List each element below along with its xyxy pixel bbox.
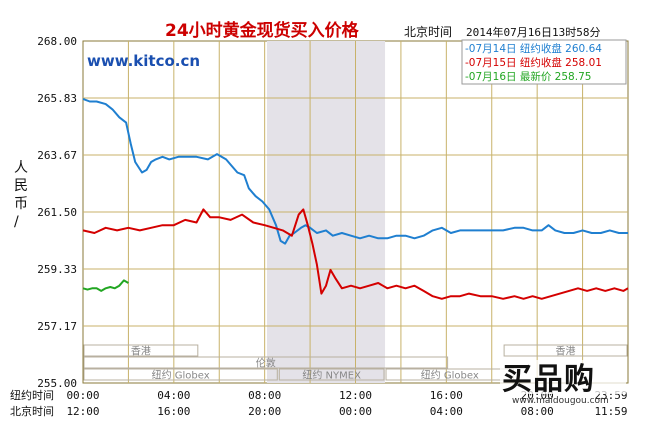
y-tick-labels: 268.00 265.83 263.67 261.50 259.33 257.17 255.… <box>37 35 77 390</box>
chart-title: 24小时黄金现货买入价格 <box>165 20 360 41</box>
logo-url: www.maidougou.com <box>512 396 609 406</box>
x-tick-label: 04:00 <box>430 405 463 418</box>
session-label: 纽约 Globex <box>421 369 479 382</box>
y-tick-label: 263.67 <box>37 149 77 162</box>
x-row2-label: 北京时间 <box>10 404 54 418</box>
x-tick-label: 20:00 <box>248 405 281 418</box>
x-tick-label: 08:00 <box>248 389 281 402</box>
y-tick-label: 257.17 <box>37 320 77 333</box>
y-tick-label: 261.50 <box>37 206 77 219</box>
session-label: 纽约 Globex <box>152 369 210 382</box>
svg-text:民: 民 <box>14 178 28 194</box>
session-bar <box>503 344 628 357</box>
timestamp-label: 北京时间 <box>404 25 452 39</box>
legend: -07月14日 纽约收盘 260.64-07月15日 纽约收盘 258.01-0… <box>461 39 627 85</box>
y-axis-label: 人 民 币 / <box>14 160 28 230</box>
grid-lines <box>83 41 628 383</box>
x-tick-label: 12:00 <box>339 389 372 402</box>
timestamp-value: 2014年07月16日13时58分 <box>466 25 600 39</box>
session-label: 伦敦 <box>256 357 276 370</box>
y-tick-label: 265.83 <box>37 92 77 105</box>
maidougou-logo: 买品购 www.maidougou.com <box>500 360 626 406</box>
logo-text: 买品购 <box>502 362 595 397</box>
session-bar <box>278 368 385 381</box>
legend-entry: -07月15日 纽约收盘 258.01 <box>465 56 602 69</box>
session-bar <box>83 344 199 357</box>
session-label: 香港 <box>556 346 576 358</box>
y-tick-label: 255.00 <box>37 377 77 390</box>
svg-text:人: 人 <box>14 160 28 176</box>
series-lines <box>82 97 629 300</box>
session-bar <box>83 356 449 369</box>
svg-text:币: 币 <box>14 196 28 212</box>
session-label: 香港 <box>131 346 151 358</box>
session-label: 纽约 NYMEX <box>302 369 361 382</box>
session-bar <box>83 368 278 381</box>
series-line-07月14日 <box>82 97 628 245</box>
x-tick-label: 11:59 <box>594 405 627 418</box>
y-tick-label: 268.00 <box>37 35 77 48</box>
x-tick-label: 16:00 <box>430 389 463 402</box>
legend-entry: -07月14日 纽约收盘 260.64 <box>465 42 602 55</box>
x-tick-label: 12:00 <box>66 405 99 418</box>
x-row1-label: 纽约时间 <box>10 388 54 402</box>
svg-text:/: / <box>14 214 19 230</box>
series-line-07月15日 <box>82 208 629 300</box>
x-tick-label: 08:00 <box>521 405 554 418</box>
y-tick-label: 259.33 <box>37 263 77 276</box>
x-tick-label: 04:00 <box>157 389 190 402</box>
legend-entry: -07月16日 最新价 258.75 <box>465 70 591 83</box>
site-watermark: www.kitco.cn <box>87 52 200 70</box>
x-tick-label: 00:00 <box>66 389 99 402</box>
x-tick-label: 00:00 <box>339 405 372 418</box>
series-line-07月16日 <box>82 279 129 292</box>
x-tick-label: 16:00 <box>157 405 190 418</box>
